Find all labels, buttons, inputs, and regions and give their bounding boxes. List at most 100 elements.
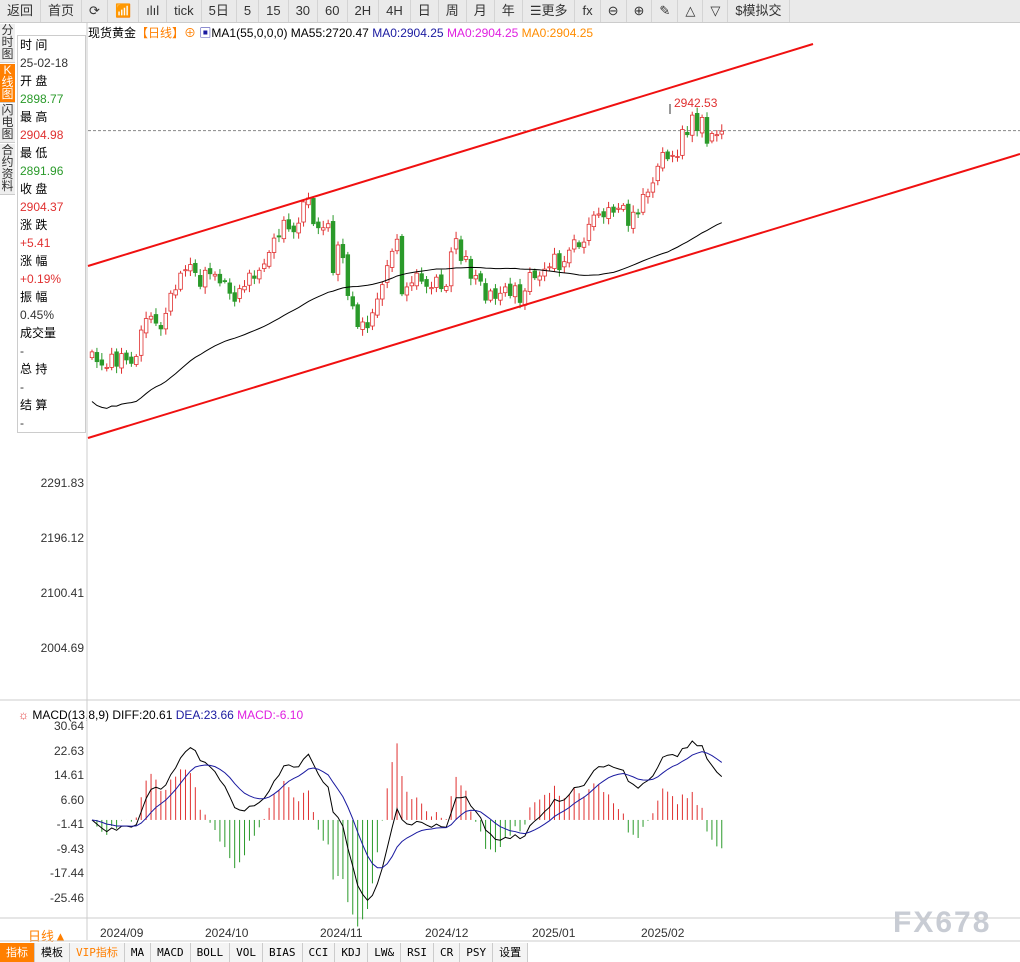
macd-settings-icon[interactable]: ☼ <box>18 708 29 722</box>
toolbar-button[interactable]: ılıl <box>139 0 168 22</box>
toolbar-button[interactable]: 周 <box>439 0 467 22</box>
indicator-tab[interactable]: PSY <box>460 943 494 962</box>
candle-body <box>257 269 262 280</box>
toolbar-button[interactable]: 年 <box>495 0 523 22</box>
macd-tick: 14.61 <box>53 768 84 782</box>
toolbar-button[interactable]: ⊖ <box>601 0 627 22</box>
indicator-tab[interactable]: LW& <box>368 943 402 962</box>
candle-body <box>409 282 414 287</box>
indicator-tab[interactable]: RSI <box>401 943 434 962</box>
info-label: 开 盘 <box>20 74 48 88</box>
indicator-tab[interactable]: MA <box>124 943 152 962</box>
indicator-tab[interactable]: VIP指标 <box>70 943 125 962</box>
candle-body <box>163 312 168 330</box>
candle-body <box>286 219 291 230</box>
candle-body <box>232 292 237 302</box>
toolbar-button[interactable]: 5日 <box>202 0 237 22</box>
info-value: - <box>20 380 24 394</box>
toolbar-button[interactable]: 首页 <box>41 0 83 22</box>
candle-body <box>212 273 218 277</box>
candle-body <box>507 283 513 296</box>
period-label[interactable]: 【日线】 <box>136 26 185 40</box>
candle-body <box>503 286 508 294</box>
candle-body <box>714 134 720 137</box>
indicator-tab[interactable]: CCI <box>302 943 336 962</box>
candle-body <box>316 221 321 229</box>
date-tick: 2024/11 <box>320 926 363 940</box>
toolbar-button[interactable]: ☰更多 <box>523 0 576 22</box>
candle-body <box>601 211 606 218</box>
candle-body <box>621 204 626 210</box>
indicator-tab[interactable]: BIAS <box>263 943 303 962</box>
toolbar-button[interactable]: △ <box>678 0 704 22</box>
candle-body <box>557 253 562 271</box>
candle-body <box>537 275 542 281</box>
toolbar-button[interactable]: fx <box>575 0 601 22</box>
ma-indicator-icon: ▣ <box>199 26 212 40</box>
ma0-value: MA0:2904.25 <box>446 26 519 40</box>
toolbar-button[interactable]: ⟳ <box>82 0 108 22</box>
candle-body <box>458 239 464 261</box>
indicator-tab[interactable]: CR <box>434 943 461 962</box>
date-tick: 2025/02 <box>641 926 685 940</box>
candle-body <box>311 198 316 225</box>
candle-body <box>680 129 685 156</box>
toolbar-button[interactable]: 15 <box>259 0 289 22</box>
indicator-tab[interactable]: KDJ <box>335 943 369 962</box>
indicator-tab[interactable]: BOLL <box>190 943 231 962</box>
toolbar-button[interactable]: tick <box>167 0 202 22</box>
candle-body <box>178 272 183 290</box>
toolbar-button[interactable]: ✎ <box>652 0 679 22</box>
candle-body <box>94 352 100 363</box>
toolbar-button[interactable]: 30 <box>289 0 319 22</box>
candle-body <box>202 269 208 288</box>
candle-body <box>527 272 533 292</box>
toolbar-button[interactable]: 4H <box>379 0 411 22</box>
candle-body <box>153 314 159 324</box>
candle-body <box>512 285 518 298</box>
indicator-tab[interactable]: MACD <box>151 943 191 962</box>
candle-body <box>611 206 616 213</box>
candle-body <box>124 352 129 361</box>
candle-body <box>478 273 483 282</box>
indicator-tab[interactable]: 设置 <box>493 943 529 962</box>
side-tab[interactable]: K线图 <box>0 63 15 103</box>
info-label: 涨 幅 <box>20 254 48 268</box>
candle-body <box>148 315 154 320</box>
toolbar-button[interactable]: 月 <box>467 0 495 22</box>
period-selector[interactable]: 日线▲ <box>28 929 67 944</box>
chart-header: 现货黄金【日线】⊕ ▣MA1(55,0,0,0) MA55:2720.47 MA… <box>88 24 593 41</box>
candle-body <box>552 253 557 269</box>
settings-icon[interactable]: ⊕ <box>184 26 197 40</box>
indicator-tab[interactable]: VOL <box>230 943 263 962</box>
candle-body <box>591 214 597 228</box>
info-label: 涨 跌 <box>20 218 48 232</box>
info-value: +0.19% <box>20 272 62 286</box>
toolbar-button[interactable]: 5 <box>237 0 260 22</box>
candle-body <box>493 288 498 299</box>
side-tab[interactable]: 分时图 <box>0 23 15 63</box>
candle-body <box>242 285 247 291</box>
side-tab[interactable]: 闪电图 <box>0 103 15 143</box>
candle-body <box>394 238 400 252</box>
toolbar-button[interactable]: 60 <box>318 0 348 22</box>
toolbar-button[interactable]: 日 <box>411 0 439 22</box>
macd-tick: 22.63 <box>53 743 84 758</box>
toolbar-button[interactable]: $模拟交 <box>728 0 790 22</box>
toolbar-button[interactable]: 📶 <box>108 0 140 22</box>
candle-body <box>360 321 365 330</box>
toolbar-button[interactable]: 2H <box>348 0 380 22</box>
side-tab[interactable]: 合约资料 <box>0 143 15 195</box>
toolbar-button[interactable]: ▽ <box>703 0 729 22</box>
indicator-tab[interactable]: 模板 <box>35 943 70 962</box>
info-value: - <box>20 344 24 358</box>
toolbar-button[interactable]: 返回 <box>0 0 42 22</box>
candle-body <box>384 265 390 283</box>
candle-body <box>709 133 715 142</box>
info-label: 最 高 <box>20 110 48 124</box>
toolbar-button[interactable]: ⊕ <box>627 0 653 22</box>
candle-body <box>114 351 119 367</box>
candle-body <box>640 194 646 213</box>
indicator-tab[interactable]: 指标 <box>0 943 35 962</box>
